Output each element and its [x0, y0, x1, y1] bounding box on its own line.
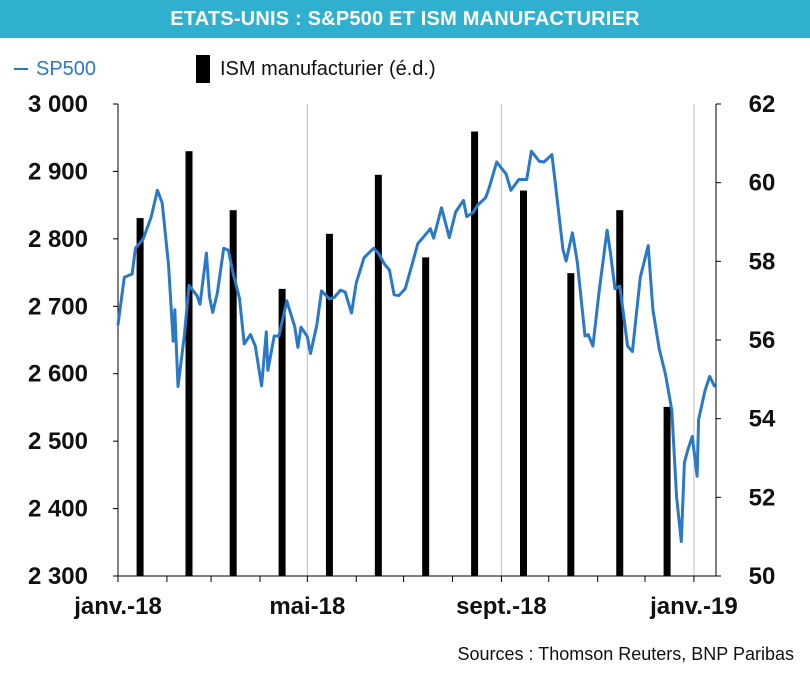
left-tick-label: 2 300 — [28, 563, 88, 590]
sp500-series-line — [116, 149, 716, 544]
x-tick-label: janv.-18 — [73, 593, 162, 620]
sp500-line-swatch — [14, 68, 28, 70]
right-tick-label: 56 — [749, 327, 776, 354]
ism-bar-3 — [278, 288, 286, 576]
ism-bar-10 — [616, 210, 624, 576]
ism-bar-1 — [185, 151, 193, 576]
left-tick-label: 3 000 — [28, 91, 88, 118]
left-tick-label: 2 800 — [28, 226, 88, 253]
left-tick-label: 2 700 — [28, 293, 88, 320]
right-tick-label: 52 — [749, 484, 776, 511]
legend-label-sp500: SP500 — [36, 57, 97, 80]
ism-bar-0 — [136, 218, 144, 577]
ism-bar-2 — [229, 210, 237, 576]
ism-bar-swatch — [196, 55, 210, 83]
left-tick-label: 2 400 — [28, 496, 88, 523]
chart-area: 2 300 2 400 2 500 2 600 2 700 2 800 2 900 3 000… — [0, 86, 810, 646]
ism-bar-8 — [520, 190, 528, 576]
right-tick-label: 50 — [749, 563, 776, 590]
ism-bar-9 — [567, 273, 575, 576]
legend-item-sp500: SP500 — [14, 52, 96, 86]
left-tick-label: 2 600 — [28, 361, 88, 388]
ism-bar-11 — [663, 406, 671, 576]
right-tick-label: 60 — [749, 170, 776, 197]
left-tick-label: 2 900 — [28, 158, 88, 185]
ism-bar-7 — [471, 131, 479, 576]
legend: SP500 ISM manufacturier (é.d.) — [0, 52, 810, 86]
right-tick-label: 62 — [749, 91, 776, 118]
right-tick-label: 54 — [749, 406, 776, 433]
ism-bar-6 — [422, 257, 430, 576]
x-tick-label: janv.-19 — [649, 593, 738, 620]
chart-title: ETATS-UNIS : S&P500 ET ISM MANUFACTURIER — [0, 0, 810, 38]
x-tick-label: sept.-18 — [456, 593, 547, 620]
x-tick-label: mai-18 — [269, 593, 345, 620]
left-tick-label: 2 500 — [28, 428, 88, 455]
ism-bar-5 — [374, 174, 382, 577]
legend-item-ism: ISM manufacturier (é.d.) — [196, 52, 436, 86]
chart-svg: 2 300 2 400 2 500 2 600 2 700 2 800 2 900 3 000… — [28, 91, 776, 620]
source-note: Sources : Thomson Reuters, BNP Paribas — [457, 644, 795, 664]
legend-label-ism: ISM manufacturier (é.d.) — [220, 57, 436, 80]
right-tick-label: 58 — [749, 248, 776, 275]
ism-bar-4 — [325, 233, 333, 577]
